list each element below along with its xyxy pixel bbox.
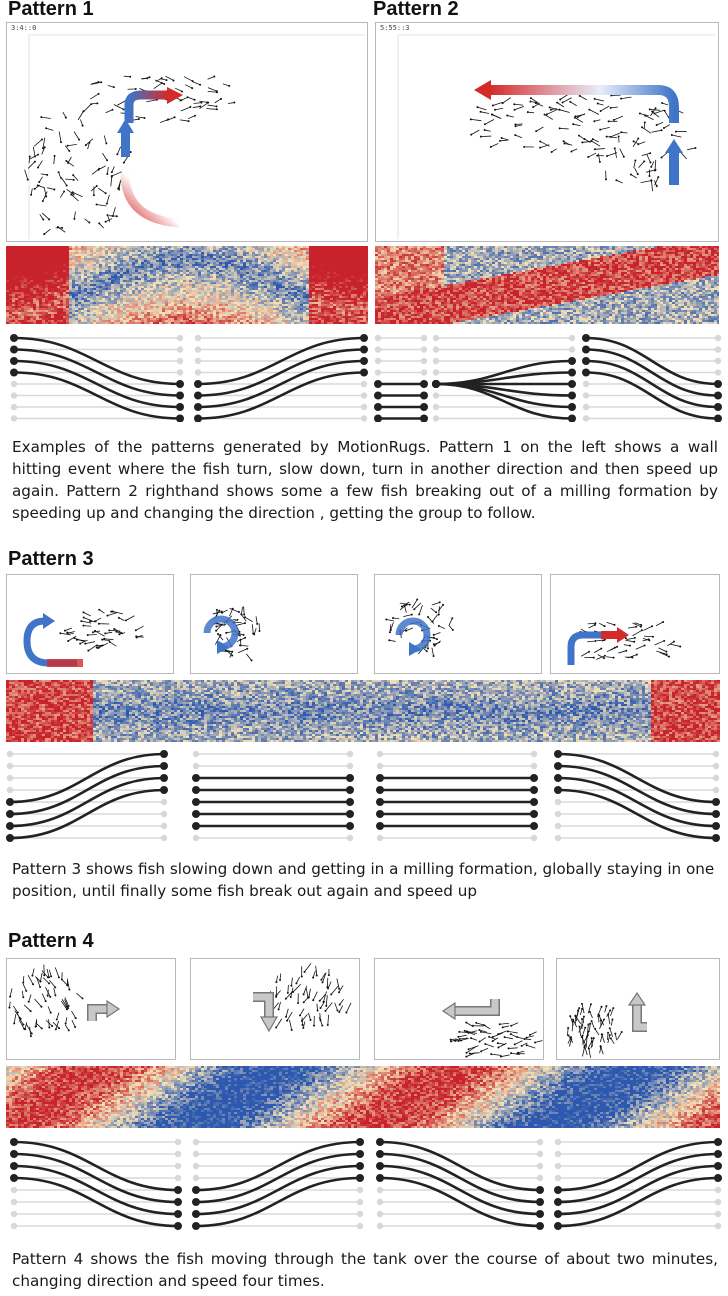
pattern-1-trajectory-plot: 3:4::0: [6, 22, 368, 242]
pattern-3-caption: Pattern 3 shows fish slowing down and ge…: [12, 858, 718, 902]
pattern-3-plot-4: [550, 574, 720, 674]
pattern-4-plot-3: [374, 958, 544, 1060]
pattern-4-plot-2: [190, 958, 360, 1060]
pattern-3-plot-3: [374, 574, 542, 674]
pattern-4-motion-rug: [6, 1066, 720, 1128]
pattern-3-title: Pattern 3: [8, 548, 94, 571]
pattern-1-timestamp: 3:4::0: [11, 24, 36, 32]
pattern-2-timestamp: 5:55::3: [380, 24, 410, 32]
pattern-1-2-caption: Examples of the patterns generated by Mo…: [12, 436, 718, 524]
pattern-4-plot-4: [556, 958, 720, 1060]
pattern-1-title: Pattern 1: [8, 0, 94, 21]
pattern-2-motion-rug: [375, 246, 719, 324]
pattern-4-caption: Pattern 4 shows the fish moving through …: [12, 1248, 718, 1292]
pattern-3-plot-1: [6, 574, 174, 674]
pattern-3-motion-rug: [6, 680, 720, 742]
pattern-4-line-diagrams: [6, 1134, 722, 1234]
pattern-2-trajectory-plot: 5:55::3: [375, 22, 719, 242]
pattern-3-line-diagrams: [6, 746, 722, 842]
pattern-2-title: Pattern 2: [373, 0, 459, 21]
pattern-1-motion-rug: [6, 246, 368, 324]
pattern-3-plot-2: [190, 574, 358, 674]
pattern-4-plot-1: [6, 958, 176, 1060]
pattern-1-2-line-diagrams: [6, 330, 722, 423]
pattern-4-title: Pattern 4: [8, 930, 94, 953]
